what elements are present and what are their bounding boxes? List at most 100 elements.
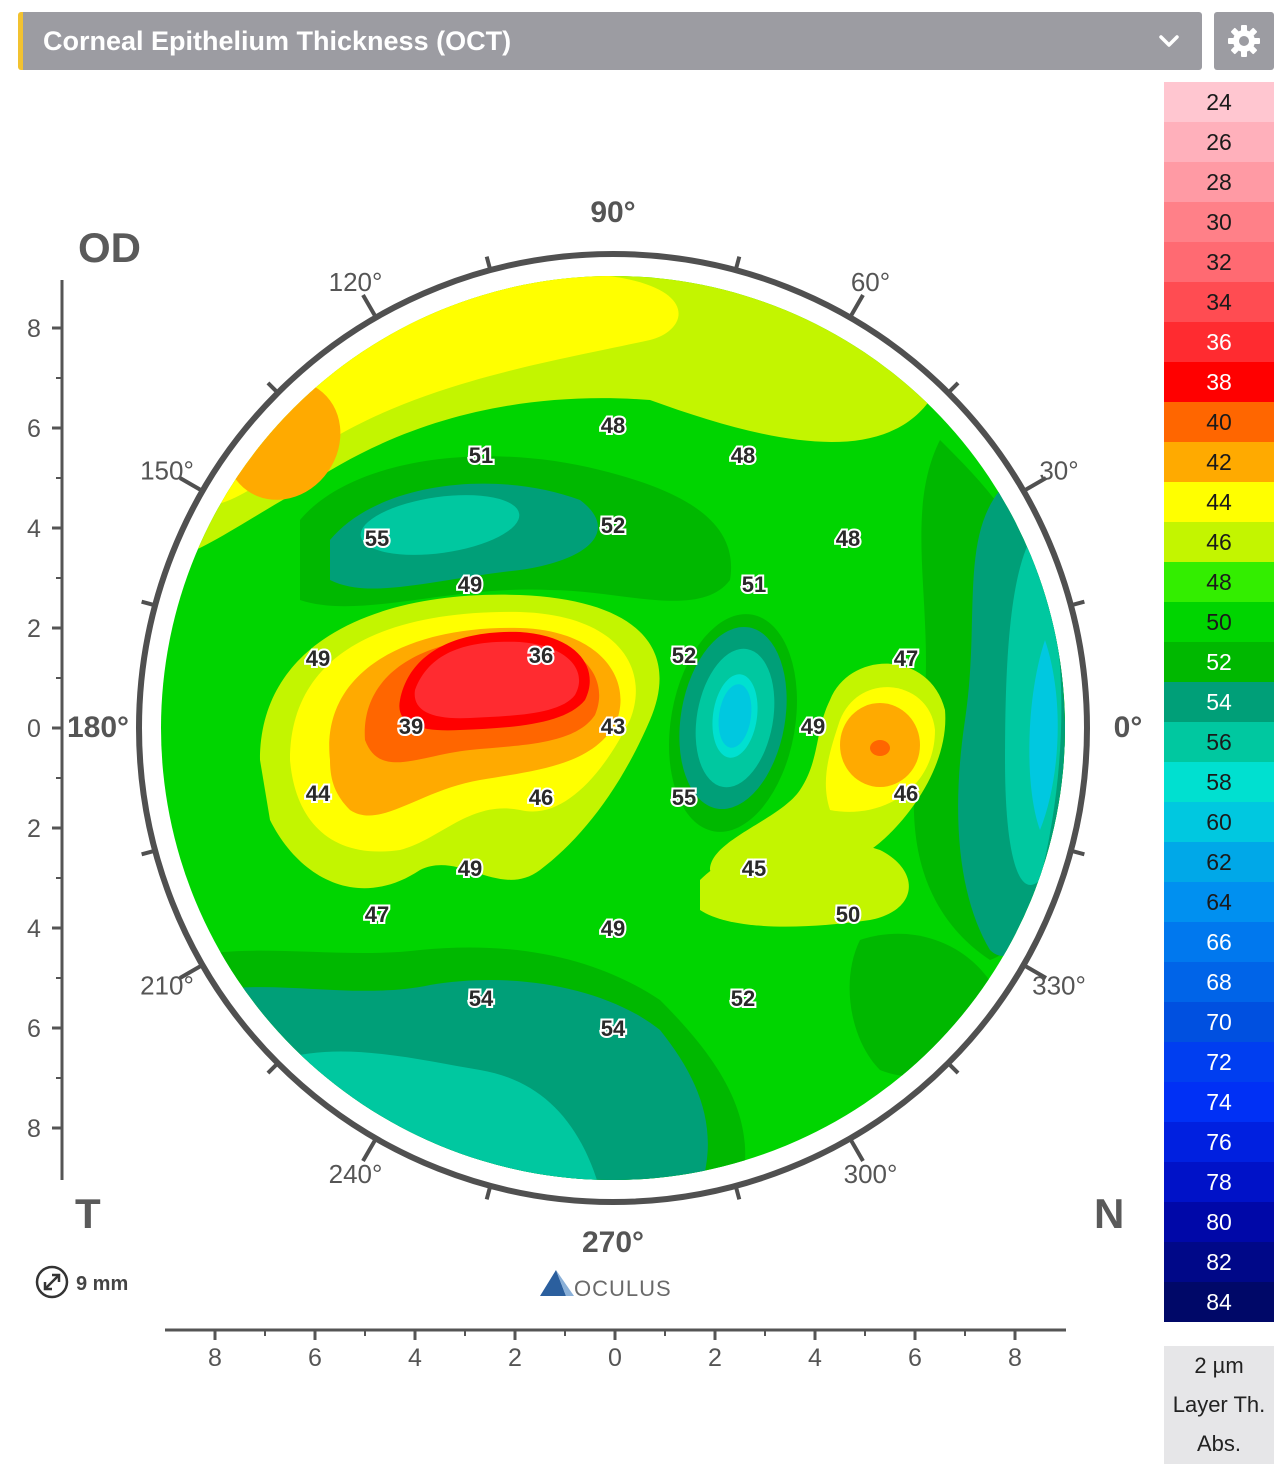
- thickness-value: 46: [529, 785, 553, 810]
- y-tick-label: 4: [27, 515, 41, 543]
- temporal-label: T: [75, 1190, 101, 1237]
- ring-tick: [733, 1185, 742, 1200]
- legend-step: 28: [1164, 162, 1274, 202]
- x-tick-label: 4: [408, 1344, 422, 1372]
- thickness-value: 54: [469, 986, 494, 1011]
- ring-tick: [178, 476, 204, 493]
- scale-settings[interactable]: 2 µm Layer Th. Abs.: [1164, 1346, 1274, 1464]
- legend-step: 56: [1164, 722, 1274, 762]
- thickness-value: 44: [306, 781, 331, 806]
- x-axis-ticks: 8 6 4 2 0 2 4 6 8: [208, 1330, 1022, 1372]
- resize-diagonal-icon: [35, 1265, 69, 1299]
- thickness-value: 51: [742, 572, 766, 597]
- angle-label: 90°: [590, 196, 635, 229]
- legend-step: 52: [1164, 642, 1274, 682]
- legend-step: 82: [1164, 1242, 1274, 1282]
- thickness-value: 52: [672, 643, 696, 668]
- ring-tick: [178, 963, 204, 980]
- angle-label: 0°: [1114, 711, 1143, 744]
- thickness-value: 49: [458, 856, 482, 881]
- y-axis-ticks: 8 6 4 2 0 2 4 6 8: [27, 315, 62, 1143]
- legend-step: 78: [1164, 1162, 1274, 1202]
- thickness-map: 90° 60° 30° 0° 330° 300° 270° 240° 210° 180° 150° 1…: [27, 196, 1143, 1372]
- thickness-value-labels: 48 51 48 55 52 48 49 51 49 36 52 47 39 43 49 44 46 55 46 49…: [304, 411, 920, 1043]
- thickness-value: 52: [731, 986, 755, 1011]
- legend-step: 60: [1164, 802, 1274, 842]
- y-tick-label: 6: [27, 1015, 41, 1043]
- settings-button[interactable]: [1214, 12, 1274, 70]
- ring-tick: [141, 848, 156, 857]
- thickness-value: 46: [894, 781, 918, 806]
- angle-label: 120°: [329, 267, 383, 297]
- angle-label: 270°: [582, 1226, 644, 1259]
- thickness-value: 50: [836, 902, 860, 927]
- ring-tick: [946, 381, 960, 395]
- x-tick-label: 0: [608, 1344, 622, 1372]
- angle-label: 150°: [140, 456, 194, 486]
- legend-step: 44: [1164, 482, 1274, 522]
- legend-step: 54: [1164, 682, 1274, 722]
- legend-step: 48: [1164, 562, 1274, 602]
- legend-step: 72: [1164, 1042, 1274, 1082]
- angle-ring: [136, 251, 1090, 1205]
- angle-label: 240°: [329, 1159, 383, 1189]
- legend-step: 38: [1164, 362, 1274, 402]
- ring-tick: [733, 256, 742, 271]
- angle-ticks: [141, 256, 1085, 1200]
- thickness-value: 49: [801, 714, 825, 739]
- legend-step: 66: [1164, 922, 1274, 962]
- angle-label: 30°: [1039, 456, 1078, 486]
- color-scale-legend: 24 26 28 30 32 34 36 38 40 42 44 46 48 50 52 54 56 58 60 62…: [1164, 82, 1274, 1322]
- y-tick-label: 8: [27, 1115, 41, 1143]
- thickness-value: 39: [399, 714, 423, 739]
- thickness-value: 49: [306, 646, 330, 671]
- thickness-value: 47: [894, 646, 918, 671]
- x-tick-label: 4: [808, 1344, 822, 1372]
- thickness-heatmap: [161, 276, 1065, 1180]
- legend-step: 46: [1164, 522, 1274, 562]
- legend-step: 64: [1164, 882, 1274, 922]
- ring-tick: [1070, 848, 1085, 857]
- legend-step: 68: [1164, 962, 1274, 1002]
- legend-step: 24: [1164, 82, 1274, 122]
- angle-label: 60°: [851, 267, 890, 297]
- x-tick-label: 6: [908, 1344, 922, 1372]
- legend-step: 34: [1164, 282, 1274, 322]
- ring-tick: [1022, 476, 1048, 493]
- ring-tick: [848, 293, 865, 319]
- legend-step: 74: [1164, 1082, 1274, 1122]
- ring-tick: [266, 381, 280, 395]
- scale-step: 2 µm: [1194, 1353, 1244, 1378]
- scale-type: Abs.: [1196, 1431, 1242, 1456]
- ring-tick: [141, 599, 156, 608]
- x-tick-label: 6: [308, 1344, 322, 1372]
- ring-tick: [848, 1137, 865, 1163]
- legend-step: 26: [1164, 122, 1274, 162]
- ring-tick: [946, 1061, 960, 1075]
- map-title: Corneal Epithelium Thickness (OCT): [43, 26, 512, 56]
- thickness-value: 55: [365, 526, 389, 551]
- angle-label: 330°: [1032, 971, 1086, 1001]
- nasal-label: N: [1094, 1190, 1124, 1237]
- thickness-value: 55: [672, 785, 696, 810]
- ring-tick: [361, 293, 378, 319]
- legend-step: 36: [1164, 322, 1274, 362]
- ring-tick: [1022, 963, 1048, 980]
- diameter-indicator: 9 mm: [35, 1265, 128, 1299]
- x-tick-label: 8: [1008, 1344, 1022, 1372]
- ring-tick: [266, 1061, 280, 1075]
- legend-step: 50: [1164, 602, 1274, 642]
- thickness-value: 47: [365, 902, 389, 927]
- legend-step: 76: [1164, 1122, 1274, 1162]
- gear-icon: [1228, 25, 1260, 57]
- thickness-value: 48: [731, 443, 755, 468]
- thickness-value: 51: [469, 443, 493, 468]
- map-type-dropdown[interactable]: Corneal Epithelium Thickness (OCT): [18, 12, 1202, 70]
- angle-label: 300°: [844, 1159, 898, 1189]
- thickness-value: 48: [601, 413, 625, 438]
- legend-step: 62: [1164, 842, 1274, 882]
- eye-label: OD: [78, 224, 141, 271]
- angle-label: 180°: [67, 711, 129, 744]
- y-tick-label: 2: [27, 615, 41, 643]
- legend-step: 84: [1164, 1282, 1274, 1322]
